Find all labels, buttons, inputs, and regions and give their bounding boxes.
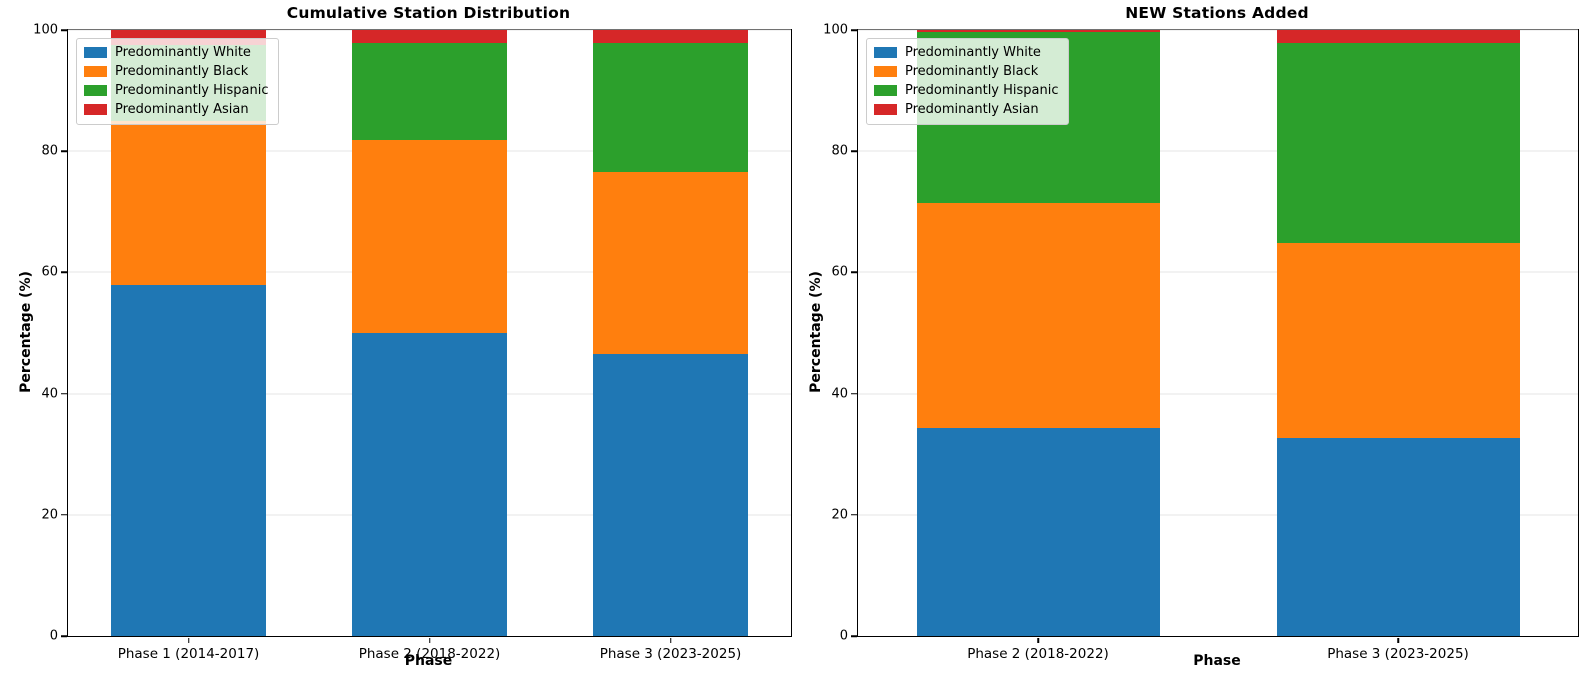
- y-tick-label: 80: [41, 143, 58, 159]
- x-tick-label: Phase 3 (2023-2025): [1327, 646, 1469, 662]
- x-tick-mark: [1397, 637, 1399, 643]
- legend-row-predominantly-black: Predominantly Black: [874, 64, 1059, 79]
- y-tick-label: 20: [831, 507, 848, 523]
- legend-row-predominantly-asian: Predominantly Asian: [84, 102, 269, 117]
- y-tick-mark: [61, 635, 67, 637]
- y-tick-mark: [851, 271, 857, 274]
- plot-area-new-stations: 0 20 40 60 80 100 Phase 2 (2018-2022) Phase 3 (…: [823, 23, 1579, 662]
- legend-label: Predominantly Black: [115, 64, 249, 79]
- legend-label: Predominantly Hispanic: [115, 83, 269, 98]
- bar-segment-predominantly-white: [351, 333, 508, 636]
- legend-label: Predominantly Black: [905, 64, 1039, 79]
- legend-swatch-predominantly-asian: [84, 104, 107, 115]
- bar-segment-predominantly-asian: [592, 30, 749, 44]
- y-gridline: [858, 150, 1578, 152]
- bar-segment-predominantly-asian: [1276, 30, 1520, 44]
- y-tick-label: 40: [41, 386, 58, 402]
- legend-label: Predominantly Asian: [905, 102, 1039, 117]
- bar-segment-predominantly-black: [351, 140, 508, 333]
- y-tick-mark: [851, 635, 857, 637]
- x-axis-label: Phase: [404, 653, 453, 669]
- y-tick-mark: [61, 29, 67, 31]
- y-gridline: [68, 29, 791, 31]
- bar-segment-predominantly-black: [916, 203, 1160, 428]
- chart-title-cumulative: Cumulative Station Distribution: [286, 4, 571, 22]
- y-gridline: [858, 29, 1578, 31]
- bar-stack-phase-2-2018-2022: [351, 30, 508, 636]
- bar-segment-predominantly-white: [916, 427, 1160, 636]
- y-tick-mark: [61, 392, 67, 395]
- legend-swatch-predominantly-asian: [874, 104, 897, 115]
- legend-swatch-predominantly-hispanic: [874, 85, 897, 96]
- y-tick-mark: [851, 29, 857, 31]
- x-tick-label: Phase 2 (2018-2022): [358, 646, 501, 662]
- y-gridline: [858, 271, 1578, 273]
- legend-swatch-predominantly-white: [874, 47, 897, 58]
- legend-row-predominantly-asian: Predominantly Asian: [874, 102, 1059, 117]
- y-axis-label: Percentage (%): [808, 271, 824, 393]
- bar-segment-predominantly-asian: [351, 30, 508, 43]
- bar-segment-predominantly-hispanic: [592, 43, 749, 173]
- bar-segment-predominantly-black: [110, 120, 267, 285]
- legend-row-predominantly-white: Predominantly White: [84, 45, 269, 60]
- y-tick-mark: [61, 271, 67, 274]
- legend-swatch-predominantly-hispanic: [84, 85, 107, 96]
- x-tick-mark: [1037, 637, 1039, 643]
- y-tick-label: 60: [41, 264, 58, 280]
- x-tick-label: Phase 3 (2023-2025): [599, 646, 742, 662]
- bar-segment-predominantly-white: [110, 284, 267, 636]
- y-tick-mark: [61, 150, 67, 152]
- y-gridline: [858, 393, 1578, 395]
- y-tick-label: 100: [33, 22, 58, 38]
- x-tick-label: Phase 2 (2018-2022): [967, 646, 1109, 662]
- bar-segment-predominantly-white: [592, 353, 749, 636]
- legend-swatch-predominantly-black: [874, 66, 897, 77]
- legend: Predominantly White Predominantly Black Pr…: [76, 38, 279, 125]
- x-tick-label: Phase 1 (2014-2017): [117, 646, 260, 662]
- y-tick-label: 20: [41, 507, 58, 523]
- x-tick-mark: [428, 637, 431, 643]
- x-tick-mark: [669, 637, 672, 643]
- legend-label: Predominantly Hispanic: [905, 83, 1059, 98]
- y-tick-label: 0: [839, 628, 848, 644]
- y-tick-label: 40: [831, 386, 848, 402]
- y-tick-mark: [851, 150, 857, 152]
- y-tick-mark: [851, 392, 857, 395]
- y-tick-mark: [851, 514, 857, 516]
- bar-segment-predominantly-asian: [916, 30, 1160, 32]
- chart-title-new-stations: NEW Stations Added: [1125, 4, 1309, 22]
- bar-segment-predominantly-black: [592, 172, 749, 354]
- legend-swatch-predominantly-black: [84, 66, 107, 77]
- legend-row-predominantly-hispanic: Predominantly Hispanic: [874, 83, 1059, 98]
- y-tick-mark: [61, 514, 67, 516]
- legend-label: Predominantly White: [905, 45, 1041, 60]
- bar-stack-phase-3-2023-2025: [1276, 30, 1520, 636]
- legend: Predominantly White Predominantly Black Pr…: [866, 38, 1069, 125]
- y-tick-label: 100: [823, 22, 848, 38]
- legend-label: Predominantly White: [115, 45, 251, 60]
- bar-segment-predominantly-hispanic: [351, 42, 508, 141]
- legend-row-predominantly-black: Predominantly Black: [84, 64, 269, 79]
- bar-segment-predominantly-white: [1276, 437, 1520, 636]
- legend-row-predominantly-hispanic: Predominantly Hispanic: [84, 83, 269, 98]
- plot-area-cumulative: 0 20 40 60 80 100 Phase 1 (2014-2017) Phase 2 (…: [33, 23, 792, 662]
- x-tick-mark: [187, 637, 190, 643]
- bar-segment-predominantly-black: [1276, 243, 1520, 438]
- x-axis-label: Phase: [1193, 653, 1241, 669]
- y-axis-label: Percentage (%): [18, 271, 34, 393]
- y-gridline: [858, 514, 1578, 516]
- legend-swatch-predominantly-white: [84, 47, 107, 58]
- y-tick-label: 0: [49, 628, 58, 644]
- bar-stack-phase-3-2023-2025: [592, 30, 749, 636]
- bar-segment-predominantly-hispanic: [1276, 43, 1520, 244]
- y-tick-label: 60: [831, 264, 848, 280]
- legend-row-predominantly-white: Predominantly White: [874, 45, 1059, 60]
- legend-label: Predominantly Asian: [115, 102, 249, 117]
- y-tick-label: 80: [831, 143, 848, 159]
